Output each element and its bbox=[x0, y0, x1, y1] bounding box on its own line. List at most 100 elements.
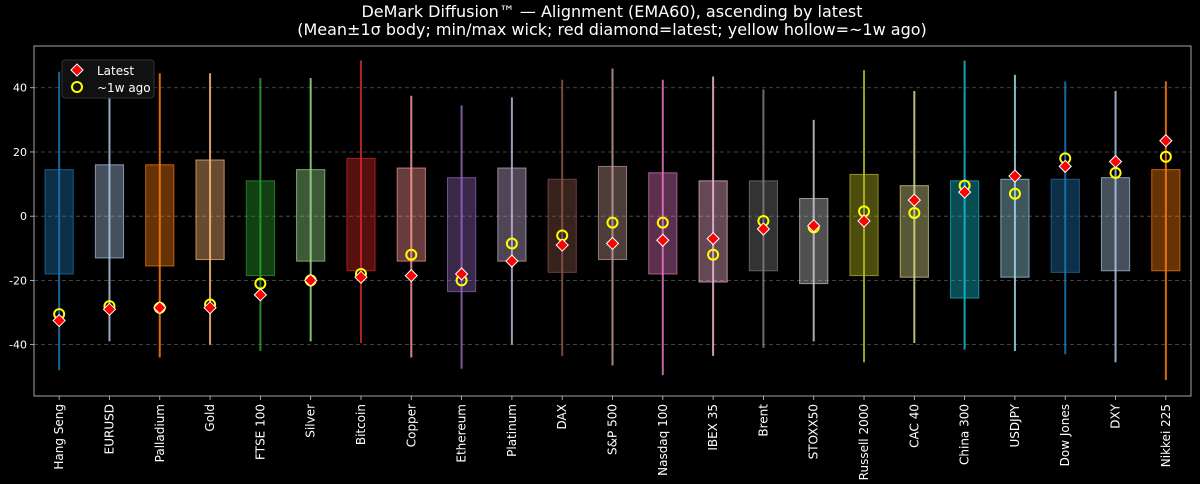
sd-body bbox=[1100, 177, 1131, 272]
legend-latest-marker bbox=[70, 63, 84, 77]
latest-point bbox=[505, 254, 519, 268]
sd-body bbox=[245, 180, 275, 277]
latest-point bbox=[1058, 159, 1072, 174]
latest-point bbox=[605, 236, 620, 251]
x-tick-label: Nikkei 225 bbox=[1159, 404, 1173, 467]
latest-point bbox=[1108, 154, 1123, 169]
week-ago-point bbox=[505, 237, 518, 250]
axes: -40 -20 0 20 40 Hang Seng EURUSD Palladium Gold F… bbox=[9, 82, 1173, 481]
category-group bbox=[799, 119, 829, 342]
week-ago-point bbox=[908, 206, 921, 219]
category-group bbox=[748, 89, 778, 348]
sd-body bbox=[1000, 178, 1030, 278]
plot-area bbox=[44, 60, 1181, 380]
legend: Latest ~1w ago bbox=[61, 59, 155, 99]
category-group bbox=[648, 79, 678, 376]
legend-latest-label: Latest bbox=[97, 64, 134, 78]
y-tick-label: -20 bbox=[9, 274, 27, 287]
grid-lines bbox=[34, 87, 1191, 346]
category-group bbox=[597, 68, 628, 366]
latest-point bbox=[153, 300, 167, 315]
latest-point bbox=[957, 185, 972, 199]
latest-point bbox=[354, 270, 368, 284]
y-tick-label: 40 bbox=[13, 82, 27, 95]
sd-body bbox=[145, 164, 175, 267]
week-ago-point bbox=[1008, 187, 1021, 200]
sd-body bbox=[296, 169, 326, 262]
legend-box bbox=[61, 59, 155, 99]
week-ago-point bbox=[606, 216, 619, 229]
y-tick-label: 20 bbox=[13, 146, 27, 159]
x-tick-label: Bitcoin bbox=[354, 404, 368, 445]
chart-subtitle: (Mean±1σ body; min/max wick; red diamond… bbox=[297, 20, 927, 39]
category-group bbox=[849, 70, 879, 363]
latest-point bbox=[656, 233, 670, 247]
latest-point bbox=[555, 238, 569, 252]
week-ago-point bbox=[1159, 150, 1172, 163]
sd-body bbox=[1050, 178, 1080, 273]
x-tick-label: USDJPY bbox=[1008, 403, 1022, 447]
y-tick-label: 0 bbox=[20, 210, 27, 223]
latest-point bbox=[203, 300, 217, 315]
latest-point bbox=[1159, 134, 1173, 148]
x-tick-label: Palladium bbox=[153, 404, 167, 462]
week-ago-point bbox=[656, 216, 669, 229]
category-group bbox=[899, 90, 929, 344]
x-tick-label: CAC 40 bbox=[907, 404, 921, 448]
y-tick-label: -40 bbox=[9, 339, 27, 352]
x-tick-label: Brent bbox=[756, 404, 770, 437]
sd-body bbox=[396, 167, 426, 262]
x-tick-label: Platinum bbox=[505, 404, 519, 457]
latest-point bbox=[907, 193, 922, 207]
week-ago-point bbox=[707, 248, 720, 261]
x-tick-label: China 300 bbox=[958, 404, 972, 465]
latest-point bbox=[102, 302, 117, 317]
category-group bbox=[195, 73, 225, 345]
sd-body bbox=[698, 180, 728, 283]
sd-body bbox=[195, 159, 225, 261]
x-tick-label: Copper bbox=[404, 404, 418, 447]
category-group bbox=[44, 71, 74, 371]
x-tick-label: Russell 2000 bbox=[857, 404, 871, 480]
x-tick-label: Ethereum bbox=[455, 404, 469, 463]
category-group bbox=[1000, 74, 1030, 352]
latest-point bbox=[303, 273, 318, 288]
category-group bbox=[698, 76, 728, 356]
latest-point bbox=[807, 219, 821, 233]
latest-point bbox=[1008, 169, 1022, 183]
sd-body bbox=[799, 198, 829, 285]
x-tick-label: IBEX 35 bbox=[706, 404, 720, 451]
category-group bbox=[1151, 81, 1181, 380]
latest-point bbox=[404, 268, 418, 283]
sd-body bbox=[94, 164, 125, 259]
x-tick-label: Dow Jones bbox=[1058, 404, 1072, 466]
category-group bbox=[94, 73, 125, 342]
x-tick-label: EURUSD bbox=[102, 404, 116, 454]
sd-body bbox=[648, 172, 678, 275]
category-group bbox=[296, 78, 326, 342]
latest-point bbox=[857, 214, 871, 228]
sd-body bbox=[547, 178, 577, 273]
category-group bbox=[1050, 81, 1080, 355]
sd-body bbox=[346, 157, 376, 272]
category-group bbox=[346, 60, 376, 344]
latest-point bbox=[52, 313, 66, 328]
chart-title: DeMark Diffusion™ — Alignment (EMA60), a… bbox=[361, 2, 862, 21]
x-tick-label: STOXX50 bbox=[807, 404, 821, 459]
x-tick-label: DAX bbox=[555, 404, 569, 429]
x-tick-label: Silver bbox=[304, 404, 318, 438]
sd-body bbox=[497, 167, 527, 262]
category-group bbox=[547, 79, 577, 356]
latest-point bbox=[454, 267, 469, 281]
week-ago-point bbox=[405, 248, 418, 261]
latest-point bbox=[253, 288, 268, 302]
latest-point bbox=[756, 222, 771, 236]
x-tick-label: Hang Seng bbox=[52, 404, 66, 470]
x-tick-label: Gold bbox=[203, 404, 217, 432]
x-tick-label: Nasdaq 100 bbox=[656, 404, 670, 476]
legend-week-ago-label: ~1w ago bbox=[97, 81, 151, 95]
category-group bbox=[145, 73, 175, 358]
category-group bbox=[497, 97, 527, 345]
